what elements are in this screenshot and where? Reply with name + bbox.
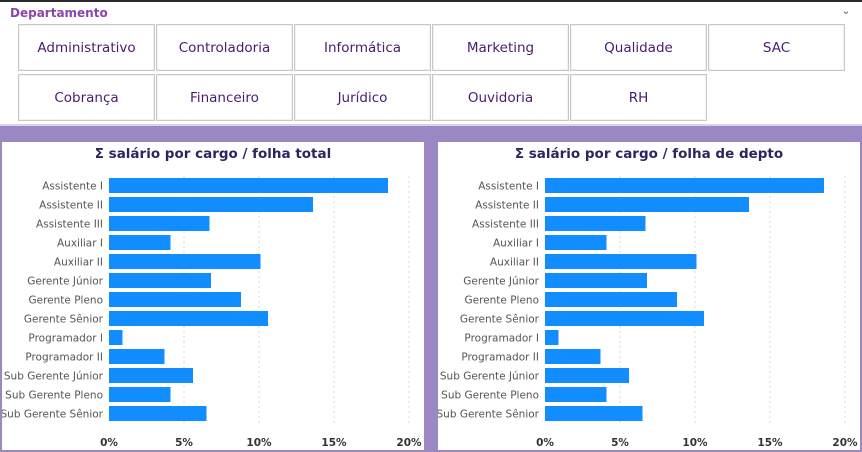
chart-panel-folha-total[interactable]: Σ salário por cargo / folha total Assist… <box>2 142 424 450</box>
x-tick-label: 5% <box>175 437 193 449</box>
department-slicer: Departamento ⌄ Administrativo Controlado… <box>0 0 862 126</box>
category-label: Sub Gerente Pleno <box>5 390 103 402</box>
category-label: Auxiliar II <box>490 257 539 269</box>
bar[interactable] <box>545 387 607 402</box>
bar[interactable] <box>109 235 171 250</box>
category-label: Auxiliar I <box>57 238 103 250</box>
category-label: Gerente Júnior <box>27 276 103 288</box>
bar[interactable] <box>109 254 261 269</box>
tile-controladoria[interactable]: Controladoria <box>156 24 293 71</box>
x-tick-label: 0% <box>100 437 118 449</box>
x-tick-label: 15% <box>757 437 783 449</box>
bar[interactable] <box>109 197 313 212</box>
tile-rh[interactable]: RH <box>570 74 707 121</box>
tile-informatica[interactable]: Informática <box>294 24 431 71</box>
bar[interactable] <box>109 311 268 326</box>
category-label: Sub Gerente Júnior <box>440 371 540 383</box>
bar[interactable] <box>545 311 704 326</box>
bar[interactable] <box>109 330 123 345</box>
tile-ouvidoria[interactable]: Ouvidoria <box>432 74 569 121</box>
bar[interactable] <box>545 216 646 231</box>
category-label: Assistente II <box>475 200 539 212</box>
bar[interactable] <box>109 216 210 231</box>
x-tick-label: 20% <box>396 437 422 449</box>
tile-financeiro[interactable]: Financeiro <box>156 74 293 121</box>
category-label: Programador I <box>464 333 539 345</box>
bar[interactable] <box>109 292 241 307</box>
category-label: Programador I <box>28 333 103 345</box>
category-label: Sub Gerente Pleno <box>441 390 539 402</box>
x-tick-label: 5% <box>611 437 629 449</box>
bar[interactable] <box>545 292 677 307</box>
x-tick-label: 0% <box>536 437 554 449</box>
bar[interactable] <box>545 197 749 212</box>
tile-juridico[interactable]: Jurídico <box>294 74 431 121</box>
chart-title: Σ salário por cargo / folha de depto <box>514 146 784 162</box>
category-label: Sub Gerente Júnior <box>4 371 104 383</box>
bar[interactable] <box>109 273 211 288</box>
bar[interactable] <box>545 178 824 193</box>
category-label: Assistente I <box>478 181 539 193</box>
category-label: Assistente II <box>39 200 103 212</box>
category-label: Gerente Pleno <box>465 295 540 307</box>
x-tick-label: 10% <box>682 437 708 449</box>
category-label: Assistente III <box>36 219 103 231</box>
chart-panel-folha-depto[interactable]: Σ salário por cargo / folha de depto Ass… <box>438 142 860 450</box>
bar[interactable] <box>545 254 697 269</box>
bar[interactable] <box>545 368 629 383</box>
category-label: Assistente III <box>472 219 539 231</box>
bar-chart-folha-depto: Assistente I Assistente II Assistente III A… <box>438 176 858 449</box>
category-label: Gerente Pleno <box>29 295 104 307</box>
bar[interactable] <box>545 273 647 288</box>
chart-title: Σ salário por cargo / folha total <box>94 146 332 162</box>
tile-administrativo[interactable]: Administrativo <box>18 24 155 71</box>
bar[interactable] <box>109 349 165 364</box>
bar[interactable] <box>109 406 207 421</box>
category-label: Auxiliar II <box>54 257 103 269</box>
tile-qualidade[interactable]: Qualidade <box>570 24 707 71</box>
tile-cobranca[interactable]: Cobrança <box>18 74 155 121</box>
category-label: Auxiliar I <box>493 238 539 250</box>
slicer-title: Departamento <box>10 6 108 20</box>
category-label: Sub Gerente Sênior <box>438 409 540 421</box>
category-label: Assistente I <box>42 181 103 193</box>
bar[interactable] <box>109 178 388 193</box>
bar[interactable] <box>109 368 193 383</box>
x-tick-label: 10% <box>246 437 272 449</box>
bar[interactable] <box>545 349 601 364</box>
category-label: Programador II <box>25 352 103 364</box>
tile-sac[interactable]: SAC <box>708 24 845 71</box>
category-label: Programador II <box>461 352 539 364</box>
category-label: Sub Gerente Sênior <box>2 409 104 421</box>
category-label: Gerente Júnior <box>463 276 539 288</box>
bar-chart-folha-total: Assistente I Assistente II Assistente III A… <box>2 176 422 449</box>
chevron-down-icon[interactable]: ⌄ <box>841 4 851 17</box>
x-tick-label: 20% <box>832 437 858 449</box>
category-label: Gerente Sênior <box>460 314 540 326</box>
category-label: Gerente Sênior <box>24 314 104 326</box>
x-tick-label: 15% <box>321 437 347 449</box>
bar[interactable] <box>545 235 607 250</box>
bar[interactable] <box>109 387 171 402</box>
bar[interactable] <box>545 330 559 345</box>
bar[interactable] <box>545 406 643 421</box>
tile-marketing[interactable]: Marketing <box>432 24 569 71</box>
